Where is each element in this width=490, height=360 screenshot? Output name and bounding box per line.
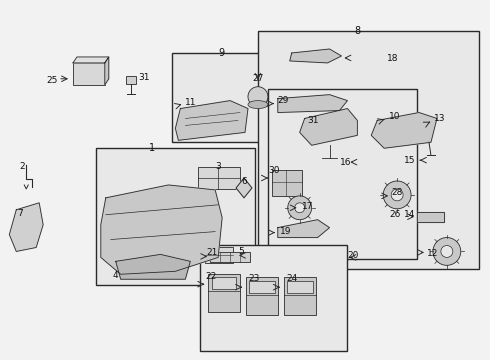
Bar (249, 281, 275, 293)
Polygon shape (278, 95, 347, 113)
Circle shape (383, 181, 411, 209)
Text: 1: 1 (148, 143, 155, 153)
Bar (272, 170, 302, 196)
Text: 13: 13 (434, 113, 445, 122)
Polygon shape (290, 49, 342, 63)
Polygon shape (116, 255, 190, 279)
Polygon shape (105, 57, 109, 85)
Text: 30: 30 (268, 166, 279, 175)
Bar (172, 53, 280, 142)
Circle shape (294, 203, 305, 213)
Text: 17: 17 (302, 202, 313, 211)
Text: 10: 10 (389, 112, 401, 121)
Circle shape (288, 196, 312, 220)
Bar (73, 63, 105, 85)
Text: 27: 27 (252, 74, 264, 83)
Text: 2: 2 (19, 162, 25, 171)
Bar (125, 76, 136, 84)
Polygon shape (236, 178, 252, 198)
Text: 19: 19 (280, 227, 291, 236)
Bar (287, 281, 313, 293)
Bar (284, 277, 316, 315)
Circle shape (441, 246, 453, 257)
Circle shape (433, 238, 461, 265)
Bar (212, 277, 236, 289)
Bar (210, 252, 250, 262)
Polygon shape (101, 185, 222, 274)
Polygon shape (73, 57, 109, 63)
Text: 31: 31 (139, 73, 150, 82)
Polygon shape (371, 113, 437, 148)
Bar (200, 246, 347, 351)
Polygon shape (278, 220, 329, 238)
Text: 18: 18 (387, 54, 399, 63)
Circle shape (248, 87, 268, 107)
Text: 15: 15 (404, 156, 416, 165)
Text: 6: 6 (241, 177, 247, 186)
Text: 7: 7 (17, 209, 23, 218)
Text: 12: 12 (427, 249, 439, 258)
Text: 24: 24 (287, 274, 298, 283)
Text: 8: 8 (354, 26, 361, 36)
Polygon shape (175, 100, 248, 140)
Bar (198, 167, 240, 189)
Text: 11: 11 (185, 98, 197, 107)
Bar (96, 148, 255, 285)
Text: 26: 26 (389, 210, 400, 219)
Text: 22: 22 (205, 272, 217, 281)
Ellipse shape (248, 100, 268, 109)
Text: 14: 14 (404, 210, 415, 219)
Text: 5: 5 (238, 247, 244, 256)
Bar (246, 277, 278, 315)
Text: 4: 4 (113, 271, 119, 280)
Text: 20: 20 (347, 251, 359, 260)
Text: 29: 29 (278, 96, 289, 105)
Text: 3: 3 (215, 162, 221, 171)
Circle shape (391, 189, 403, 201)
Text: 16: 16 (340, 158, 351, 167)
Bar (208, 274, 240, 312)
Text: 28: 28 (391, 188, 403, 197)
Text: 25: 25 (46, 76, 57, 85)
Bar (205, 247, 233, 264)
Text: 31: 31 (308, 116, 319, 125)
Polygon shape (9, 203, 43, 251)
Polygon shape (300, 109, 357, 145)
Polygon shape (417, 212, 444, 222)
Text: 21: 21 (206, 248, 218, 257)
Bar (258, 31, 479, 269)
Text: 9: 9 (218, 48, 224, 58)
Text: 23: 23 (248, 274, 259, 283)
Bar (268, 89, 417, 260)
